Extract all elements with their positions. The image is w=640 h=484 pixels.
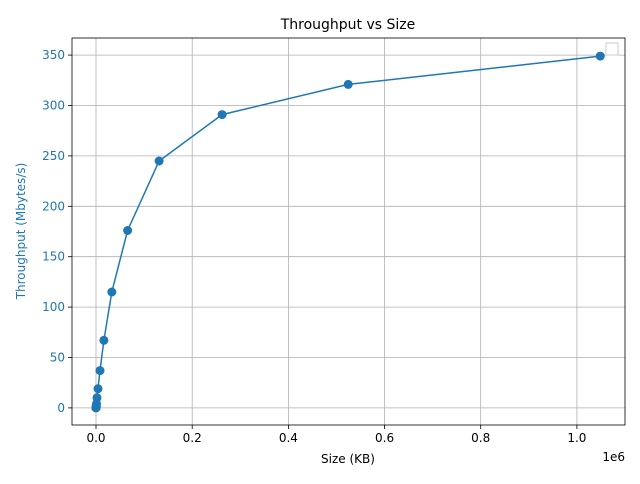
x-tick-label: 0.6 bbox=[375, 431, 394, 445]
x-tick-label: 0.8 bbox=[471, 431, 490, 445]
x-axis-label: Size (KB) bbox=[321, 452, 375, 466]
data-point bbox=[107, 287, 117, 297]
x-tick-label: 0.2 bbox=[183, 431, 202, 445]
series-layer bbox=[91, 51, 605, 413]
x-tick-label: 1.0 bbox=[567, 431, 586, 445]
data-point bbox=[99, 335, 109, 345]
y-tick-label: 350 bbox=[42, 48, 65, 62]
y-tick-label: 100 bbox=[42, 300, 65, 314]
y-tick-label: 300 bbox=[42, 99, 65, 113]
plot-frame bbox=[71, 37, 626, 426]
data-point bbox=[343, 79, 353, 89]
x-tick-label: 0.4 bbox=[279, 431, 298, 445]
y-tick-label: 50 bbox=[50, 351, 65, 365]
ticks: 0.0 0.2 0.4 0.6 0.8 1.0 0 50 100 150 200 250 300 350 bbox=[42, 48, 586, 445]
y-tick-label: 0 bbox=[57, 401, 65, 415]
y-tick-label: 200 bbox=[42, 199, 65, 213]
data-point bbox=[92, 393, 102, 403]
chart-title: Throughput vs Size bbox=[280, 17, 416, 33]
x-axis-offset-label: 1e6 bbox=[602, 450, 625, 464]
grid bbox=[72, 38, 625, 425]
y-tick-label: 250 bbox=[42, 149, 65, 163]
data-point bbox=[93, 384, 103, 394]
data-point bbox=[595, 51, 605, 61]
data-point bbox=[217, 110, 227, 120]
data-point bbox=[123, 226, 133, 235]
y-axis-label: Throughput (Mbytes/s) bbox=[14, 163, 28, 301]
x-tick-label: 0.0 bbox=[86, 431, 105, 445]
legend-box bbox=[605, 42, 619, 56]
data-point bbox=[95, 366, 105, 376]
data-point bbox=[154, 156, 164, 166]
y-tick-label: 150 bbox=[42, 250, 65, 264]
